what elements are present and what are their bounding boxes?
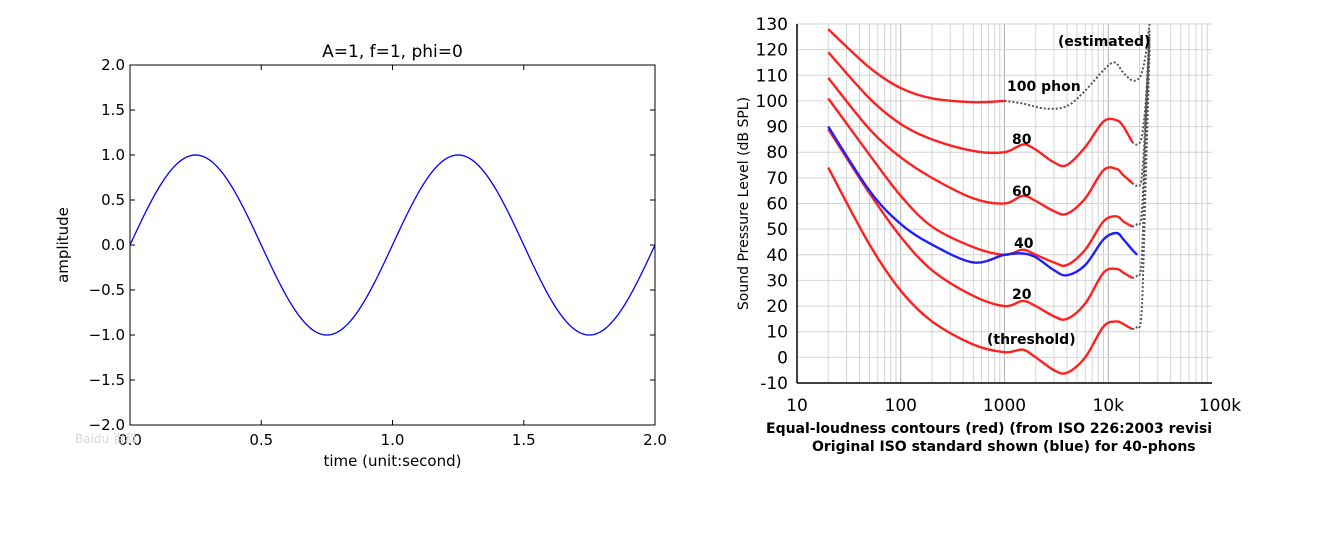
y-tick-label: 0.5 (101, 191, 125, 209)
y-tick-label: 30 (766, 271, 788, 291)
estimated-dotted-line (1131, 34, 1151, 187)
y-tick-label: 90 (766, 118, 788, 138)
x-axis-label: time (unit:second) (324, 452, 462, 470)
watermark-logo: Baidu 百科 (75, 432, 137, 446)
loudness-contour-line (827, 97, 1133, 267)
y-tick-label: 0.0 (101, 236, 125, 254)
y-tick-label: −2.0 (89, 416, 125, 434)
contour-annotation: 80 (1012, 132, 1032, 148)
x-tick-label: 10 (786, 396, 808, 416)
y-tick-label: -10 (760, 374, 788, 394)
y-tick-label: 60 (766, 195, 788, 215)
contour-annotation: (threshold) (987, 332, 1076, 348)
y-tick-label: 100 (756, 92, 788, 112)
y-axis-label: amplitude (54, 207, 72, 283)
loudness-contour-line (827, 77, 1133, 216)
contour-annotation: 100 phon (1007, 79, 1081, 95)
sine-wave-chart: 0.0 0.5 1.0 1.5 2.0 2.0 1.5 1.0 0.5 0.0 −0.5 −1.0 −1… (54, 42, 667, 470)
y-tick-label: 1.0 (101, 146, 125, 164)
y-tick-label: −0.5 (89, 281, 125, 299)
sine-series-line (129, 154, 656, 336)
y-tick-label: 1.5 (101, 101, 125, 119)
loudness-contour-line (827, 167, 1133, 375)
y-tick-label: 70 (766, 169, 788, 189)
y-tick-label: 40 (766, 246, 788, 266)
x-tick-label: 100 (885, 396, 917, 416)
estimated-dotted-line (1004, 23, 1151, 110)
y-tick-label: 0 (777, 348, 788, 368)
caption-line-2: Original ISO standard shown (blue) for 4… (812, 439, 1196, 455)
loudness-contour-line (827, 51, 1134, 168)
contour-annotation: (estimated) (1058, 34, 1150, 50)
contour-annotation: 60 (1012, 184, 1032, 200)
x-tick-label: 1.5 (512, 431, 536, 449)
loudness-contour-line (827, 28, 1005, 104)
x-tick-label: 0.5 (249, 431, 273, 449)
y-tick-label: 80 (766, 143, 788, 163)
x-tick-label: 10k (1093, 396, 1125, 416)
y-tick-label: 130 (756, 15, 788, 35)
y-tick-label: 110 (756, 66, 788, 86)
contour-annotation: 40 (1014, 236, 1034, 252)
y-tick-label: 2.0 (101, 56, 125, 74)
x-tick-label: 100k (1199, 396, 1241, 416)
y-tick-label: −1.5 (89, 371, 125, 389)
estimated-dotted-line (1131, 44, 1151, 279)
loudness-contour-line (827, 128, 1133, 321)
y-tick-label: 120 (756, 41, 788, 61)
estimated-dotted-line (1131, 49, 1151, 331)
x-tick-label: 0.0 (118, 431, 142, 449)
x-tick-label: 2.0 (643, 431, 667, 449)
contour-annotation: 20 (1012, 287, 1032, 303)
y-tick-label: 50 (766, 220, 788, 240)
x-tick-label: 1000 (983, 396, 1026, 416)
y-axis-label: Sound Pressure Level (dB SPL) (736, 97, 752, 310)
y-tick-label: 20 (766, 297, 788, 317)
chart-title: A=1, f=1, phi=0 (322, 42, 463, 62)
y-tick-label: 10 (766, 323, 788, 343)
iso-40-phon-blue-line (827, 125, 1139, 277)
y-tick-label: −1.0 (89, 326, 125, 344)
caption-line-1: Equal-loudness contours (red) (from ISO … (766, 421, 1212, 437)
equal-loudness-chart: 10 100 1000 10k 100k130120110100908070605040… (736, 15, 1241, 455)
x-tick-label: 1.0 (381, 431, 405, 449)
